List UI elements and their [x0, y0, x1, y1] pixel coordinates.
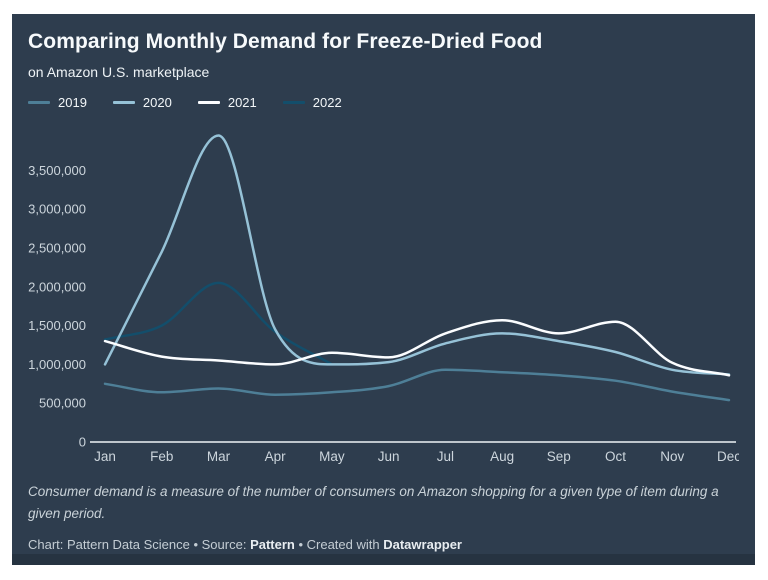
- line-chart: 0 500,000 1,000,000 1,500,000 2,000,000 2,500…: [28, 134, 739, 464]
- y-axis-label: 1,500,000: [28, 318, 86, 333]
- legend-swatch-2020: [112, 100, 135, 104]
- series-line-2022: [103, 281, 334, 366]
- x-axis-label: May: [319, 449, 345, 464]
- y-axis-label: 2,000,000: [28, 279, 86, 294]
- legend: 2019 2020 2021 2022: [28, 94, 739, 110]
- legend-swatch-2021: [197, 100, 220, 104]
- legend-label: 2021: [227, 94, 257, 110]
- series-line-2019: [103, 368, 731, 402]
- chart-credit: Chart: Pattern Data Science • Source: Pa…: [28, 537, 739, 552]
- x-axis-label: Jun: [378, 449, 400, 464]
- chart-title: Comparing Monthly Demand for Freeze-Drie…: [28, 30, 543, 53]
- legend-swatch-2019: [28, 100, 50, 104]
- series-line-2020: [103, 134, 731, 376]
- chart-caption: Consumer demand is a measure of the numb…: [28, 484, 719, 521]
- credit-tool: Datawrapper: [383, 537, 462, 552]
- x-axis-label: Jul: [437, 449, 454, 464]
- credit-source: Pattern: [250, 537, 295, 552]
- y-axis-label: 3,000,000: [28, 202, 86, 217]
- x-axis-label: Dec: [717, 449, 739, 464]
- y-axis-label: 0: [79, 435, 86, 450]
- legend-label: 2022: [312, 94, 342, 110]
- y-axis-label: 3,500,000: [28, 163, 86, 178]
- x-axis-label: Sep: [547, 449, 571, 464]
- legend-label: 2019: [58, 94, 87, 110]
- chart-card: Comparing Monthly Demand for Freeze-Drie…: [12, 14, 755, 565]
- chart-subtitle: on Amazon U.S. marketplace: [28, 64, 210, 80]
- legend-item-2020: 2020: [112, 94, 172, 110]
- x-axis-label: Jan: [94, 449, 116, 464]
- series-line-2021: [103, 318, 731, 377]
- x-axis-label: Mar: [207, 449, 231, 464]
- x-axis-label: Feb: [150, 449, 173, 464]
- x-axis-label: Aug: [490, 449, 514, 464]
- credit-text: Chart: Pattern Data Science • Source:: [28, 537, 251, 552]
- legend-swatch-2022: [282, 100, 305, 104]
- legend-item-2021: 2021: [197, 94, 257, 110]
- credit-text: • Created with: [294, 537, 384, 552]
- legend-item-2019: 2019: [28, 95, 87, 110]
- legend-label: 2020: [142, 94, 172, 110]
- y-axis-label: 1,000,000: [28, 357, 86, 372]
- legend-item-2022: 2022: [282, 94, 342, 110]
- y-axis-label: 2,500,000: [28, 241, 86, 256]
- x-axis-label: Oct: [605, 449, 626, 464]
- x-axis-label: Nov: [660, 449, 684, 464]
- x-axis-label: Apr: [265, 449, 287, 464]
- y-axis-label: 500,000: [39, 396, 86, 411]
